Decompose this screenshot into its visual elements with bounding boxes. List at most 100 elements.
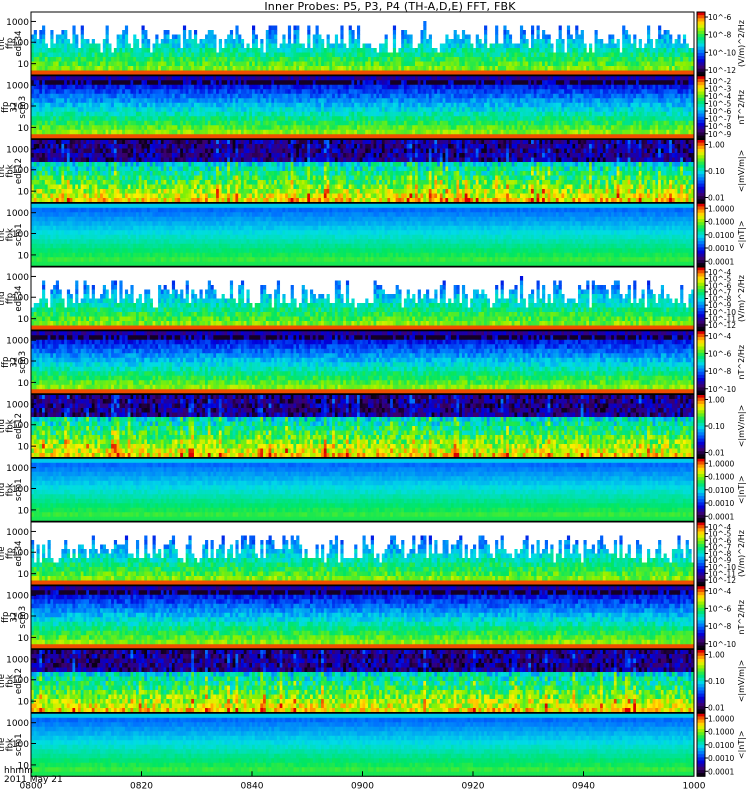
heatmap-cell (230, 35, 233, 40)
heatmap-cell (299, 57, 302, 62)
heatmap-cell (108, 66, 111, 71)
heatmap-cell (45, 53, 48, 58)
heatmap-cell (194, 57, 197, 62)
heatmap-cell (252, 48, 255, 53)
heatmap-cell (37, 53, 40, 58)
heatmap-cell (227, 35, 230, 40)
heatmap-cell (332, 57, 335, 62)
heatmap-cell (227, 57, 230, 62)
heatmap-cell (56, 53, 59, 58)
heatmap-cell (117, 66, 120, 71)
heatmap-cell (50, 35, 53, 40)
heatmap-cell (53, 53, 56, 58)
heatmap-cell (318, 66, 321, 71)
heatmap-cell (39, 48, 42, 53)
heatmap-cell (293, 35, 296, 40)
heatmap-cell (92, 57, 95, 62)
heatmap-cell (81, 62, 84, 67)
heatmap-cell (139, 57, 142, 62)
heatmap-cell (103, 57, 106, 62)
heatmap-cell (357, 57, 360, 62)
heatmap-cell (202, 48, 205, 53)
heatmap-cell (169, 48, 172, 53)
heatmap-cell (158, 66, 161, 71)
heatmap-cell (72, 39, 75, 44)
heatmap-cell (119, 66, 122, 71)
heatmap-cell (183, 66, 186, 71)
heatmap-cell (39, 35, 42, 40)
heatmap-cell (45, 66, 48, 71)
heatmap-cell (75, 66, 78, 71)
heatmap-cell (194, 53, 197, 58)
heatmap-cell (56, 48, 59, 53)
heatmap-cell (211, 48, 214, 53)
heatmap-cell (233, 48, 236, 53)
heatmap-cell (258, 66, 261, 71)
heatmap-cell (42, 53, 45, 58)
heatmap-cell (252, 44, 255, 49)
heatmap-cell (169, 53, 172, 58)
heatmap-cell (216, 53, 219, 58)
heatmap-cell (324, 48, 327, 53)
heatmap-cell (343, 44, 346, 49)
heatmap-cell (97, 53, 100, 58)
heatmap-cell (233, 53, 236, 58)
heatmap-cell (95, 66, 98, 71)
heatmap-cell (266, 53, 269, 58)
heatmap-cell (172, 62, 175, 67)
heatmap-cell (153, 66, 156, 71)
heatmap-cell (72, 30, 75, 35)
heatmap-cell (188, 35, 191, 40)
heatmap-cell (285, 44, 288, 49)
heatmap-cell (200, 53, 203, 58)
heatmap-cell (106, 26, 109, 31)
heatmap-cell (194, 30, 197, 35)
heatmap-cell (269, 26, 272, 31)
heatmap-cell (180, 48, 183, 53)
heatmap-cell (241, 53, 244, 58)
heatmap-cell (42, 62, 45, 67)
heatmap-cell (324, 57, 327, 62)
heatmap-cell (310, 66, 313, 71)
heatmap-cell (238, 48, 241, 53)
heatmap-cell (343, 57, 346, 62)
heatmap-cell (258, 57, 261, 62)
heatmap-cell (89, 44, 92, 49)
heatmap-cell (70, 66, 73, 71)
heatmap-cell (233, 66, 236, 71)
heatmap-cell (252, 26, 255, 31)
heatmap-cell (147, 39, 150, 44)
heatmap-cell (241, 57, 244, 62)
heatmap-cell (316, 48, 319, 53)
heatmap-cell (191, 66, 194, 71)
heatmap-cell (255, 62, 258, 67)
heatmap-cell (133, 57, 136, 62)
heatmap-cell (197, 57, 200, 62)
heatmap-cell (155, 53, 158, 58)
heatmap-cell (282, 44, 285, 49)
heatmap-cell (169, 62, 172, 67)
heatmap-cell (136, 66, 139, 71)
heatmap-cell (252, 62, 255, 67)
heatmap-cell (194, 39, 197, 44)
heatmap-cell (316, 30, 319, 35)
heatmap-cell (293, 53, 296, 58)
heatmap-cell (349, 39, 352, 44)
heatmap-cell (106, 44, 109, 49)
heatmap-cell (241, 62, 244, 67)
heatmap-cell (155, 39, 158, 44)
heatmap-cell (349, 30, 352, 35)
heatmap-cell (219, 44, 222, 49)
heatmap-cell (122, 30, 125, 35)
heatmap-cell (235, 66, 238, 71)
heatmap-cell (219, 53, 222, 58)
heatmap-cell (351, 48, 354, 53)
heatmap-cell (133, 48, 136, 53)
heatmap-cell (363, 53, 366, 58)
heatmap-cell (42, 44, 45, 49)
heatmap-cell (67, 39, 70, 44)
heatmap-cell (249, 57, 252, 62)
heatmap-cell (260, 44, 263, 49)
heatmap-cell (119, 39, 122, 44)
heatmap-cell (75, 35, 78, 40)
